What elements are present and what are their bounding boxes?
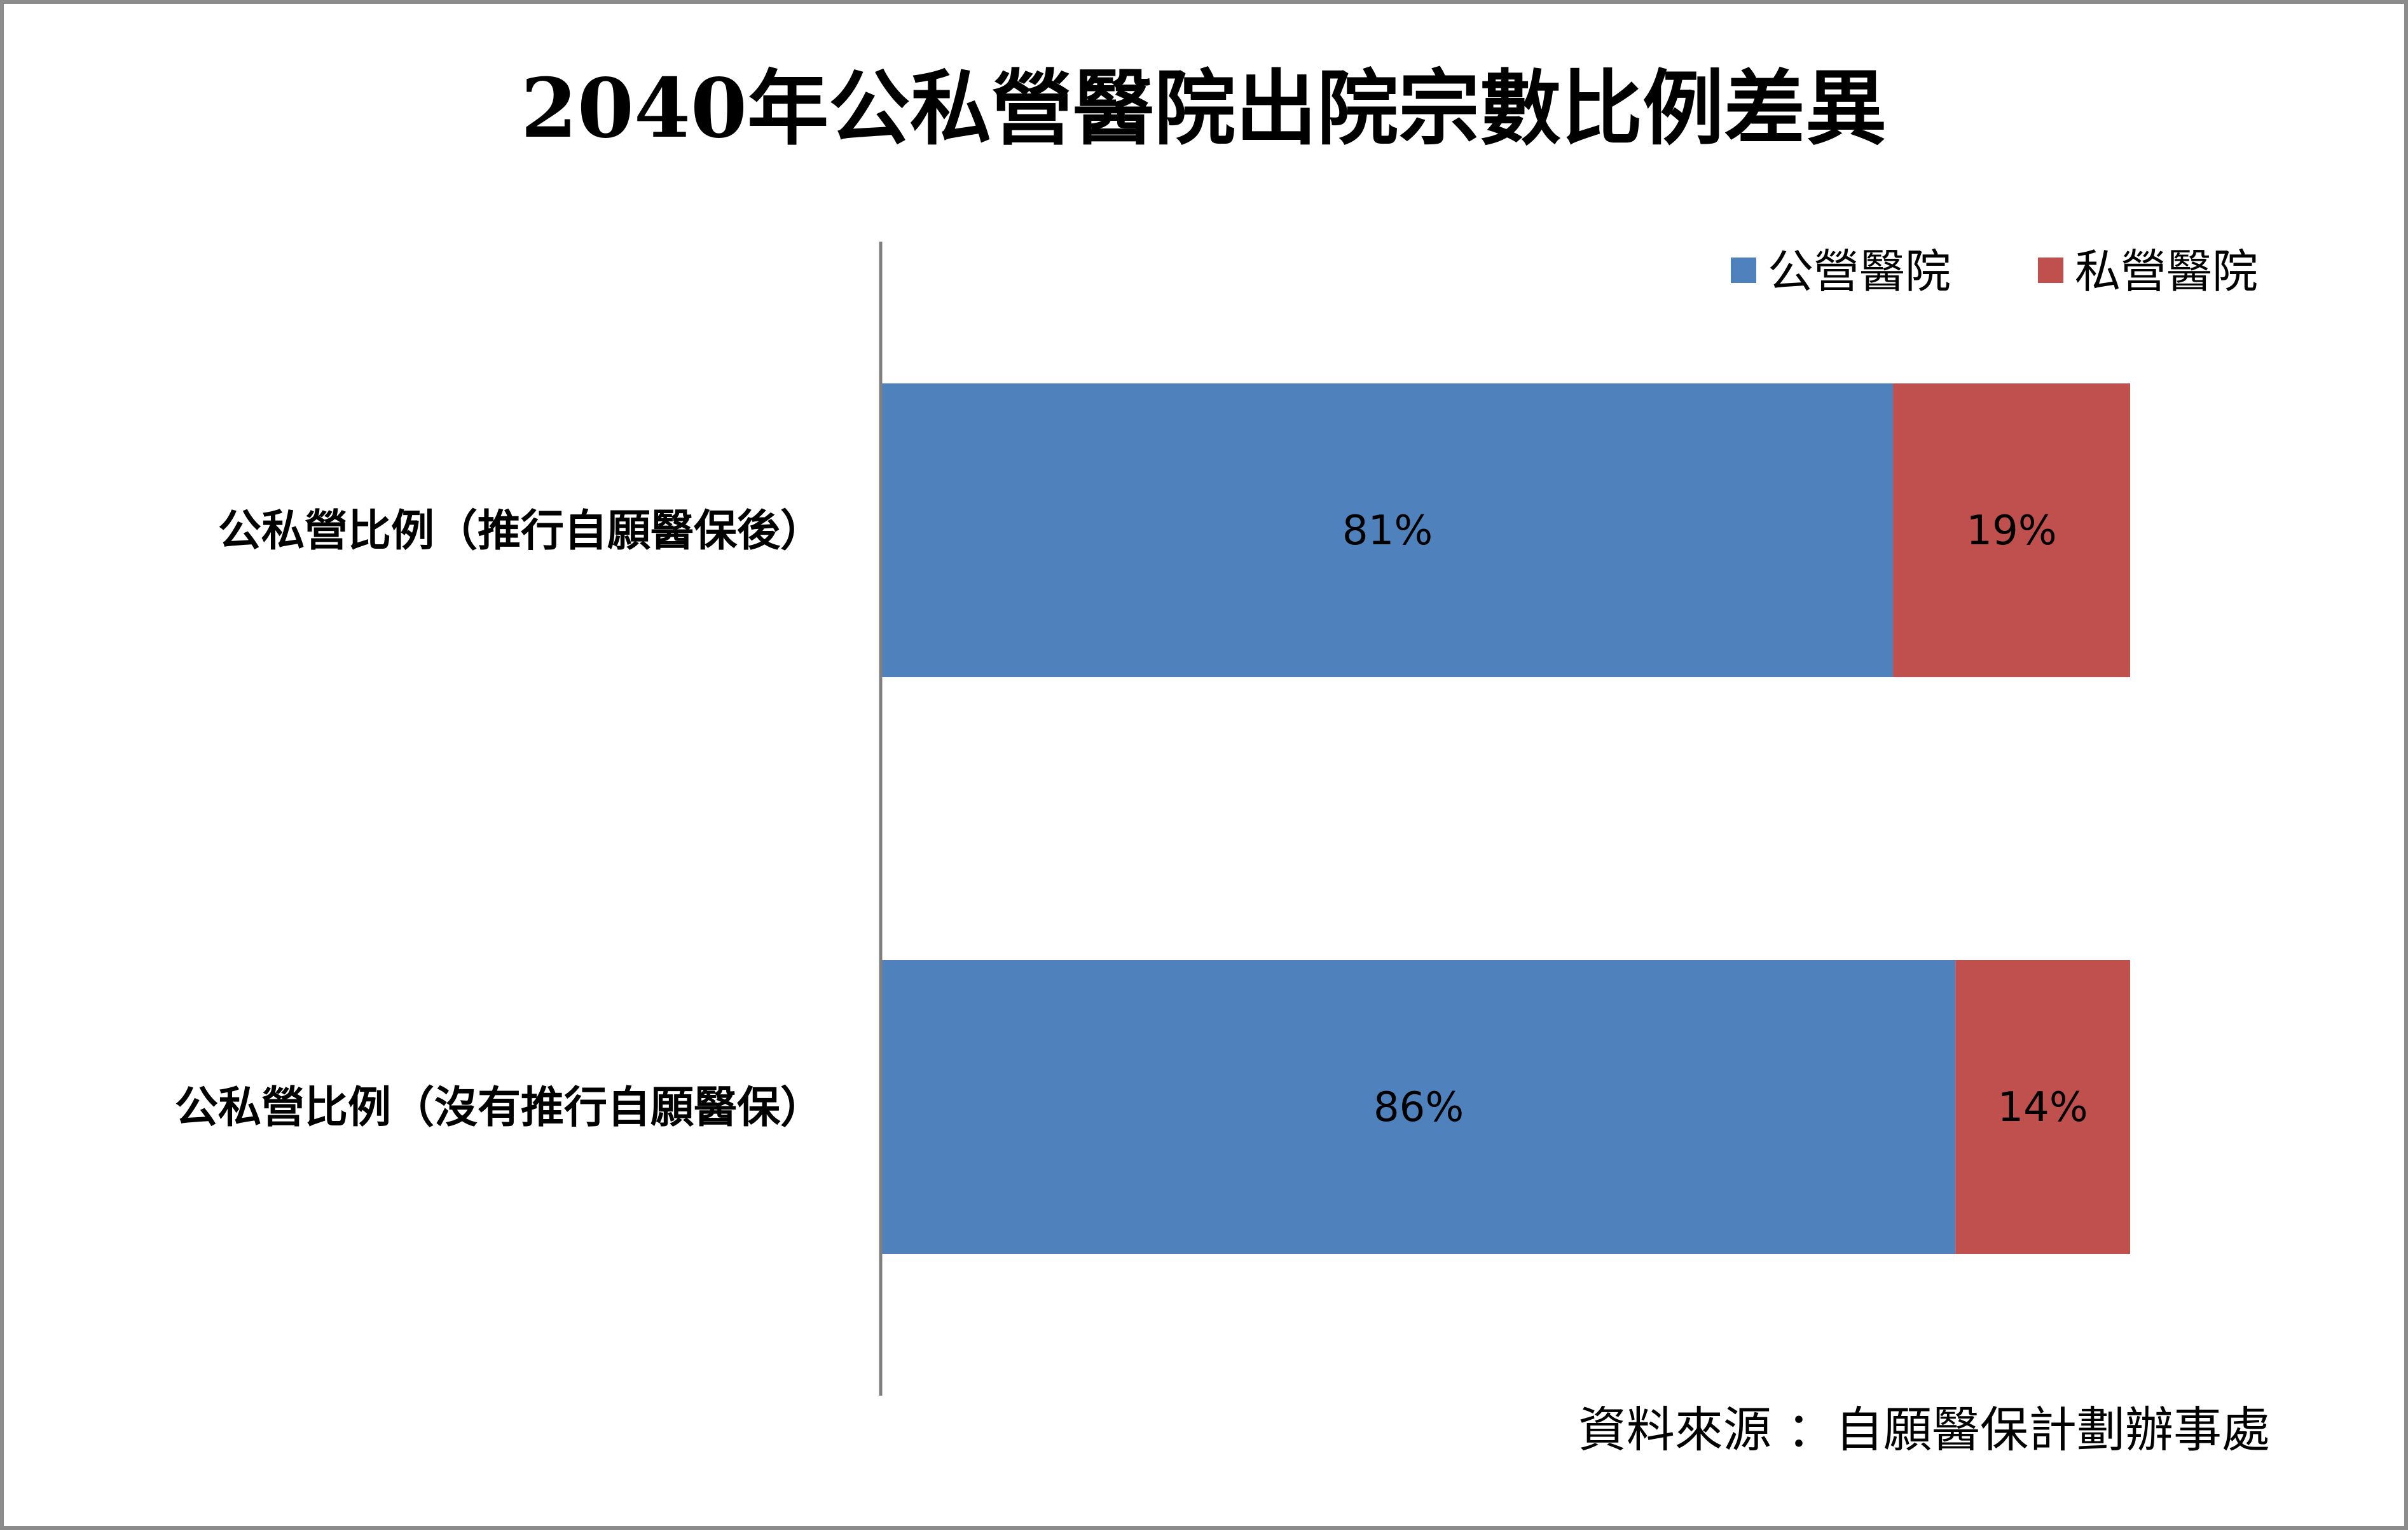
bars-group: 81% 19% 86% 14%: [882, 383, 2130, 1254]
legend-label-private: 私營醫院: [2075, 245, 2258, 298]
legend-label-public: 公營醫院: [1768, 245, 1951, 298]
bar-segment-private-1: [1893, 383, 2130, 677]
data-label-private-1: 19%: [1966, 507, 2056, 554]
data-label-private-2: 14%: [1997, 1084, 2088, 1131]
chart-title: 2040年公私營醫院出院宗數比例差異: [521, 61, 1887, 156]
data-label-public-2: 86%: [1373, 1084, 1464, 1131]
category-labels: 公私營比例（推行自願醫保後） 公私營比例（沒有推行自願醫保）: [175, 505, 823, 1133]
category-label-2: 公私營比例（沒有推行自願醫保）: [175, 1082, 823, 1133]
data-label-public-1: 81%: [1342, 507, 1433, 554]
source-note: 資料來源 ：自願醫保計劃辦事處: [1578, 1401, 2270, 1458]
category-label-1: 公私營比例（推行自願醫保後）: [218, 505, 823, 556]
bar-segment-public-2: [882, 960, 1956, 1254]
legend-swatch-private: [2038, 258, 2063, 283]
legend: 公營醫院 私營醫院: [1731, 245, 2258, 298]
bar-segment-public-1: [882, 383, 1894, 677]
bar-segment-private-2: [1955, 960, 2130, 1254]
legend-swatch-public: [1731, 258, 1756, 283]
